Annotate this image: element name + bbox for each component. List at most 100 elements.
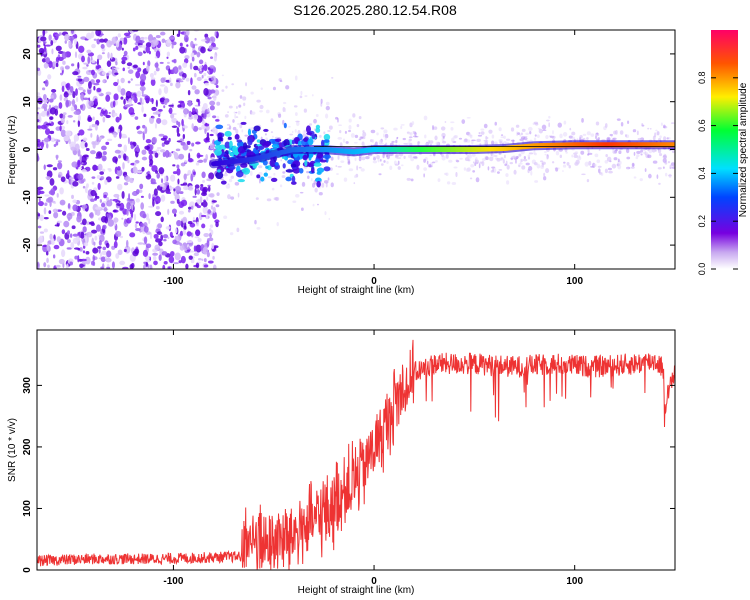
noise-blob [96, 58, 99, 66]
noise-blob [72, 237, 79, 244]
noise-blob [78, 86, 84, 91]
noise-blob [37, 186, 44, 190]
noise-blob [134, 223, 138, 229]
noise-blob [58, 102, 63, 109]
signal-blob [283, 122, 287, 129]
noise-blob [208, 45, 214, 51]
noise-blob [155, 170, 158, 174]
noise-blob [212, 211, 217, 220]
noise-blob [151, 97, 154, 105]
noise-blob [160, 194, 166, 202]
noise-blob [428, 163, 432, 168]
snr-x-label: Height of straight line (km) [298, 585, 415, 596]
noise-blob [102, 246, 107, 251]
noise-blob [121, 47, 124, 51]
noise-blob [662, 157, 667, 163]
noise-blob [667, 161, 671, 164]
noise-blob [203, 111, 207, 120]
noise-blob [112, 100, 116, 108]
noise-blob [192, 195, 197, 198]
noise-blob [633, 176, 637, 179]
noise-blob [272, 86, 276, 91]
noise-blob [534, 134, 537, 137]
noise-blob [118, 154, 122, 159]
noise-blob [358, 157, 362, 162]
noise-blob [106, 60, 112, 67]
noise-blob [151, 116, 155, 119]
noise-blob [209, 89, 216, 94]
noise-blob [208, 172, 215, 180]
noise-blob [160, 77, 166, 83]
noise-blob [172, 67, 175, 75]
noise-blob [145, 255, 150, 261]
colorbar-gradient [711, 30, 738, 269]
noise-blob [471, 153, 476, 157]
noise-blob [663, 124, 666, 129]
noise-blob [45, 143, 49, 149]
noise-blob [174, 185, 182, 193]
noise-blob [54, 224, 60, 227]
noise-blob [224, 114, 229, 118]
noise-blob [123, 32, 131, 37]
noise-blob [506, 138, 511, 141]
noise-blob [37, 113, 44, 117]
noise-blob [450, 121, 455, 124]
noise-blob [155, 99, 158, 108]
noise-blob [445, 153, 449, 159]
noise-blob [401, 164, 404, 167]
noise-blob [215, 119, 220, 122]
noise-blob [121, 217, 124, 220]
noise-blob [346, 156, 350, 161]
noise-blob [294, 112, 298, 116]
signal-blob [323, 154, 331, 160]
noise-blob [161, 251, 168, 256]
noise-blob [71, 161, 78, 168]
noise-blob [52, 254, 56, 259]
noise-blob [72, 71, 79, 76]
noise-blob [148, 205, 154, 208]
noise-blob [173, 188, 176, 192]
noise-blob [47, 74, 52, 80]
noise-blob [140, 222, 144, 227]
signal-blob [223, 154, 229, 158]
noise-blob [188, 185, 194, 191]
noise-blob [43, 137, 50, 143]
noise-blob [192, 107, 196, 114]
noise-blob [119, 260, 126, 266]
noise-blob [63, 220, 70, 228]
noise-blob [416, 164, 420, 170]
noise-blob [423, 173, 425, 178]
noise-blob [51, 89, 57, 93]
noise-blob [149, 144, 154, 151]
noise-blob [116, 168, 123, 177]
noise-blob [337, 155, 340, 160]
noise-blob [311, 94, 314, 97]
noise-blob [176, 78, 182, 81]
noise-blob [210, 156, 215, 161]
noise-blob [596, 159, 601, 164]
noise-blob [242, 173, 247, 178]
noise-blob [259, 110, 263, 113]
noise-blob [448, 159, 453, 163]
noise-blob [141, 166, 145, 172]
noise-blob [127, 159, 130, 164]
noise-blob [143, 236, 148, 244]
noise-blob [95, 206, 101, 211]
noise-blob [70, 30, 75, 34]
noise-blob [479, 161, 483, 164]
noise-blob [428, 139, 430, 145]
noise-blob [37, 69, 42, 76]
noise-blob [292, 200, 297, 204]
noise-blob [396, 136, 399, 139]
noise-blob [116, 203, 121, 207]
colorbar-label: Normalized spectral amplitude [738, 82, 749, 217]
noise-blob [148, 150, 154, 155]
noise-blob [150, 181, 157, 185]
noise-blob [165, 226, 171, 230]
noise-blob [60, 129, 66, 138]
noise-blob [250, 111, 256, 115]
noise-blob [153, 188, 158, 196]
noise-blob [164, 150, 170, 158]
colorbar-tick-label: 0.8 [697, 72, 707, 85]
noise-blob [662, 166, 665, 170]
